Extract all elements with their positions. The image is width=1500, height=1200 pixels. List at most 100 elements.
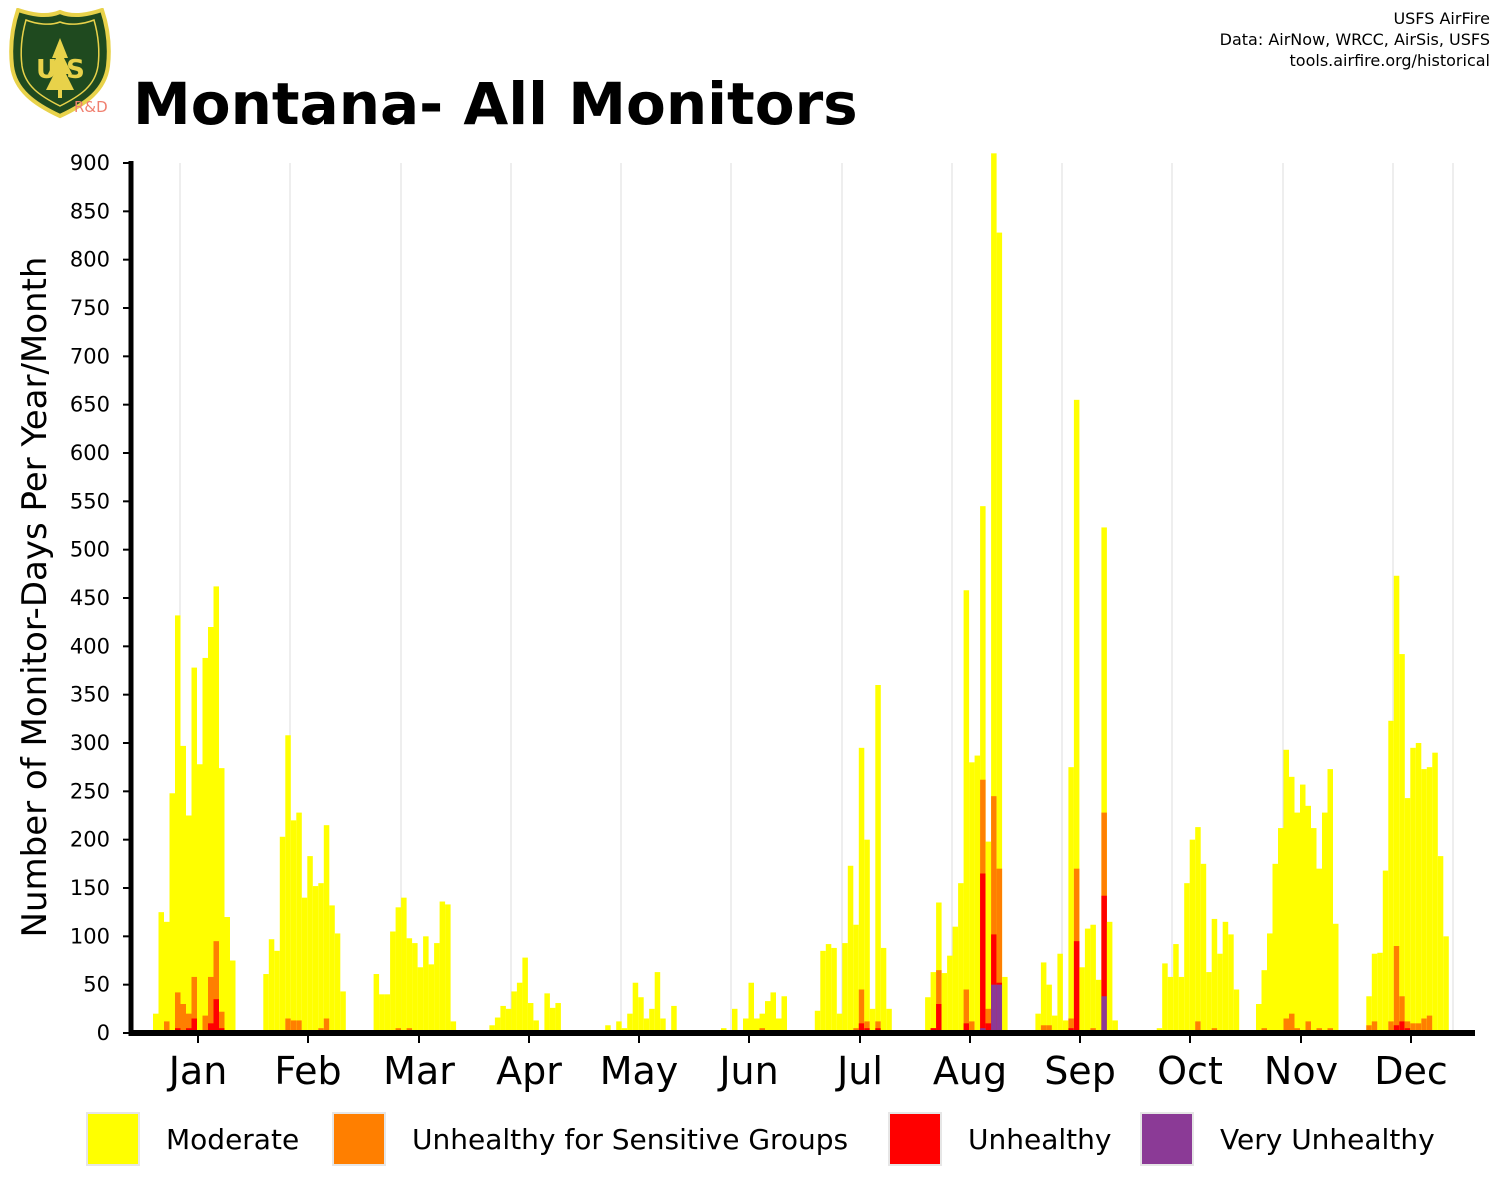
bar-moderate [605,1025,611,1033]
bar-moderate [996,232,1003,1034]
bar-moderate [643,1018,650,1033]
chart-title: Montana- All Monitors [133,70,858,138]
bar-moderate [627,1013,633,1033]
bar-moderate [516,982,523,1033]
bar-moderate [186,815,192,1033]
bar-moderate [268,939,275,1033]
bar-usg [1046,1025,1052,1033]
bar-moderate [616,1021,622,1033]
bar-unhealthy [1073,941,1080,1033]
bar-moderate [1278,828,1284,1033]
bar-usg [991,796,997,1033]
bar-moderate [522,957,528,1033]
bar-moderate [1311,828,1317,1033]
bar-usg [963,989,970,1033]
bar-moderate [1267,933,1273,1033]
y-tick-label: 300 [70,731,110,755]
bar-moderate [748,982,754,1033]
bar-unhealthy [980,873,986,1033]
bar-moderate [1283,749,1289,1033]
bar-unhealthy [985,1023,992,1033]
bar-moderate [489,1025,495,1033]
y-tick-label: 200 [70,828,110,852]
bar-usg [985,1008,992,1033]
bar-moderate [925,997,931,1033]
bar-moderate [952,926,959,1033]
legend-swatch-usg [332,1112,386,1166]
bar-moderate [1322,812,1328,1033]
bar-moderate [544,993,550,1033]
bar-moderate [1371,953,1378,1033]
x-tick-label: May [600,1049,679,1093]
y-axis-label: Number of Monitor-Days Per Year/Month [15,257,55,938]
bar-moderate [1195,827,1201,1033]
bar-moderate [770,992,776,1033]
bar-moderate [880,947,887,1033]
bar-moderate [450,1021,457,1033]
bar-moderate [202,657,208,1033]
bar-moderate [969,762,975,1033]
bar-usg [1404,1021,1411,1033]
bar-moderate [290,820,297,1033]
y-tick-label: 500 [70,538,110,562]
bar-moderate [754,1018,760,1033]
x-tick-label: Sep [1044,1049,1116,1093]
y-tick-label: 600 [70,441,110,465]
bar-usg [1068,1018,1074,1033]
bar-moderate [213,586,219,1033]
x-tick-label: Jul [835,1049,883,1093]
x-tick-label: Aug [933,1049,1007,1093]
bar-usg [1305,1021,1311,1033]
bar-moderate [781,996,787,1033]
legend-item-unhealthy: Unhealthy [888,1110,1111,1168]
bar-moderate [941,973,948,1033]
bar-moderate [814,1010,821,1033]
y-tick-label: 900 [70,151,110,175]
bar-moderate [1062,1020,1069,1033]
bar-moderate [1084,928,1091,1033]
bar-moderate [279,836,286,1033]
y-tick-label: 100 [70,924,110,948]
bar-usg [1421,1018,1427,1033]
bar-moderate [1162,963,1168,1033]
bar-usg [1415,1023,1422,1033]
bar-unhealthy [858,1023,865,1033]
bar-moderate [390,931,396,1033]
y-tick-label: 800 [70,248,110,272]
legend-swatch-moderate [86,1112,140,1166]
x-tick-label: Nov [1264,1049,1338,1093]
bar-moderate [1399,654,1405,1033]
bar-moderate [671,1005,677,1033]
bar-moderate [1167,976,1174,1033]
bar-moderate [947,955,953,1033]
bar-moderate [533,1020,539,1033]
bar-moderate [197,764,203,1033]
bar-very-unhealthy [996,984,1003,1033]
bar-moderate [1333,923,1339,1033]
bar-moderate [208,627,214,1033]
y-tick-label: 400 [70,634,110,658]
bar-unhealthy [1101,895,1107,1033]
bar-usg [208,976,214,1033]
bar-moderate [1228,934,1234,1033]
bar-usg [1371,1021,1378,1033]
legend-item-usg: Unhealthy for Sensitive Groups [332,1110,848,1168]
bar-moderate [263,974,269,1033]
bar-usg [936,970,942,1033]
bar-moderate [555,1003,561,1033]
bar-moderate [158,912,164,1033]
bar-usg [175,992,181,1033]
bar-moderate [1173,944,1179,1033]
bar-moderate [1300,784,1306,1033]
bar-unhealthy [208,1023,214,1033]
bar-moderate [395,907,402,1033]
bar-moderate [1437,856,1444,1033]
bar-usg [202,1015,208,1033]
credit-line: tools.airfire.org/historical [1289,51,1490,70]
bar-moderate [175,615,181,1033]
x-tick-label: Dec [1374,1049,1448,1093]
bar-usg [875,1021,881,1033]
shield-letter-u: U S [36,55,85,85]
bar-moderate [1366,996,1372,1033]
bar-moderate [759,1013,765,1033]
